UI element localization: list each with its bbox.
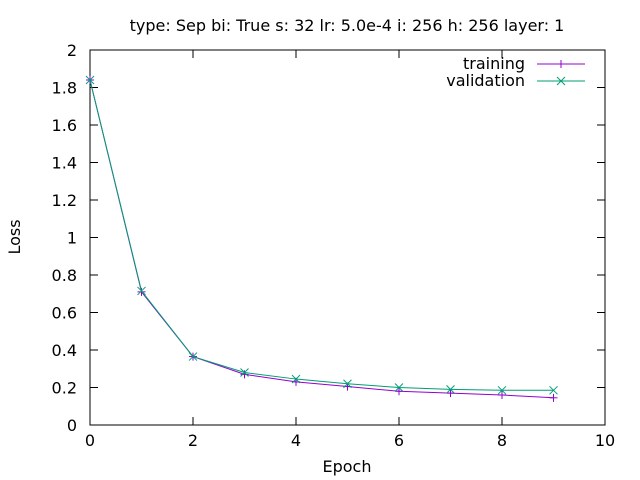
x-tick-label: 0 bbox=[85, 431, 95, 450]
x-tick-label: 8 bbox=[497, 431, 507, 450]
y-tick-label: 0.6 bbox=[52, 304, 77, 323]
legend-label-validation: validation bbox=[446, 71, 525, 90]
y-tick-label: 1.2 bbox=[52, 191, 77, 210]
chart-title: type: Sep bi: True s: 32 lr: 5.0e-4 i: 2… bbox=[130, 16, 565, 35]
series-line-validation bbox=[89, 79, 554, 391]
x-tick-label: 6 bbox=[394, 431, 404, 450]
x-tick-label: 10 bbox=[595, 431, 615, 450]
x-axis-label: Epoch bbox=[323, 457, 372, 476]
y-tick-label: 2 bbox=[67, 41, 77, 60]
series-line-training bbox=[89, 79, 554, 399]
data-point-validation bbox=[188, 352, 198, 361]
data-point-validation bbox=[497, 385, 507, 395]
series-layer bbox=[85, 75, 558, 402]
y-tick-label: 0.8 bbox=[52, 266, 77, 285]
y-tick-label: 1.4 bbox=[52, 154, 77, 173]
data-point-training bbox=[446, 389, 455, 398]
x-tick-label: 2 bbox=[188, 431, 198, 450]
y-tick-label: 0 bbox=[67, 416, 77, 435]
legend-marker-training bbox=[557, 60, 565, 68]
axis-ticks: 0 2 4 6 8 10 0 0.2 0.4 0.6 0.8 1 1.2 1.4 1.6 1.8 2 bbox=[52, 41, 616, 450]
y-tick-label: 0.4 bbox=[52, 341, 77, 360]
data-point-validation bbox=[240, 368, 249, 377]
legend-marker-validation bbox=[556, 76, 566, 86]
data-point-validation bbox=[549, 385, 558, 395]
data-point-training bbox=[549, 393, 558, 402]
data-point-validation bbox=[394, 383, 404, 392]
data-point-validation bbox=[446, 385, 455, 394]
data-point-training bbox=[498, 391, 506, 399]
data-point-validation bbox=[343, 379, 352, 389]
data-point-validation bbox=[291, 374, 301, 384]
y-tick-label: 0.2 bbox=[52, 379, 77, 398]
legend-label-training: training bbox=[463, 54, 525, 73]
data-point-validation bbox=[137, 286, 146, 296]
y-tick-label: 1.6 bbox=[52, 116, 77, 135]
y-axis-label: Loss bbox=[5, 219, 24, 254]
plot-frame bbox=[89, 49, 606, 426]
x-tick-label: 4 bbox=[291, 431, 301, 450]
data-point-training bbox=[395, 387, 403, 396]
y-tick-label: 1.8 bbox=[52, 79, 77, 98]
data-point-validation bbox=[85, 75, 95, 85]
data-point-training bbox=[240, 370, 249, 379]
y-tick-label: 1 bbox=[67, 229, 77, 248]
